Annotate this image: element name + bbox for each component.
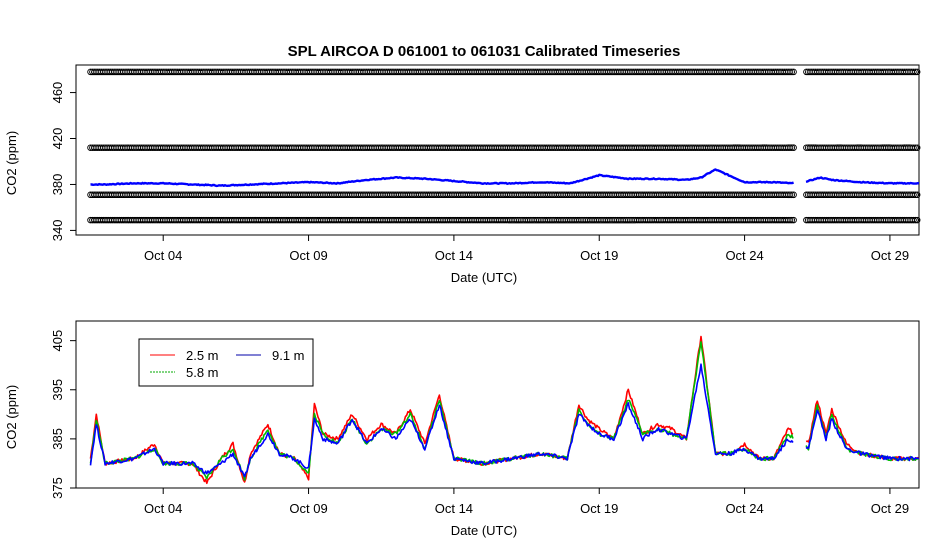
y-tick-label: 385 [50,428,65,450]
bottom-y-axis: 375 385 395 405 [50,330,76,499]
x-tick-label: Oct 29 [871,501,909,516]
x-tick-label: Oct 09 [289,248,327,263]
x-tick-label: Oct 19 [580,501,618,516]
series-9.1m-bottom [89,363,920,478]
bottom-x-axis: Oct 04 Oct 09 Oct 14 Oct 19 Oct 24 Oct 29 [144,488,909,516]
bottom-plot-frame [75,320,920,489]
top-y-axis: 340 380 420 460 [50,82,76,242]
reference-gas-markers [87,68,921,224]
top-x-axis: Oct 04 Oct 09 Oct 14 Oct 19 Oct 24 Oct 29 [144,235,909,263]
x-tick-label: Oct 04 [144,501,182,516]
x-tick-label: Oct 24 [725,248,763,263]
reference-gas-level-349 [87,216,921,224]
y-tick-label: 380 [50,174,65,196]
legend: 2.5 m 9.1 m 5.8 m [138,338,314,387]
x-tick-label: Oct 04 [144,248,182,263]
bottom-y-axis-label: CO2 (ppm) [4,385,19,449]
x-tick-label: Oct 24 [725,501,763,516]
y-tick-label: 420 [50,128,65,150]
x-tick-label: Oct 29 [871,248,909,263]
x-tick-label: Oct 19 [580,248,618,263]
x-tick-label: Oct 09 [289,501,327,516]
legend-label-5.8m: 5.8 m [186,365,219,380]
y-tick-label: 395 [50,379,65,401]
reference-gas-level-412 [87,144,921,151]
legend-label-9.1m: 9.1 m [272,348,305,363]
top-y-axis-label: CO2 (ppm) [4,131,19,195]
chart-title: SPL AIRCOA D 061001 to 061031 Calibrated… [288,43,681,60]
series-9.1m-top [90,168,920,188]
top-panel: Oct 04 Oct 09 Oct 14 Oct 19 Oct 24 Oct 29 340… [4,64,921,285]
bottom-panel: Oct 04 Oct 09 Oct 14 Oct 19 Oct 24 Oct 29 375… [4,320,920,538]
legend-label-2.5m: 2.5 m [186,348,219,363]
x-tick-label: Oct 14 [435,501,473,516]
legend-box [138,338,314,387]
top-series [90,168,920,188]
top-x-axis-label: Date (UTC) [451,270,517,285]
y-tick-label: 375 [50,477,65,499]
reference-gas-level-478 [87,68,921,76]
bottom-x-axis-label: Date (UTC) [451,523,517,538]
y-tick-label: 405 [50,330,65,352]
bottom-series [89,335,920,485]
x-tick-label: Oct 14 [435,248,473,263]
y-tick-label: 460 [50,82,65,104]
y-tick-label: 340 [50,220,65,242]
reference-gas-level-371 [87,191,921,198]
